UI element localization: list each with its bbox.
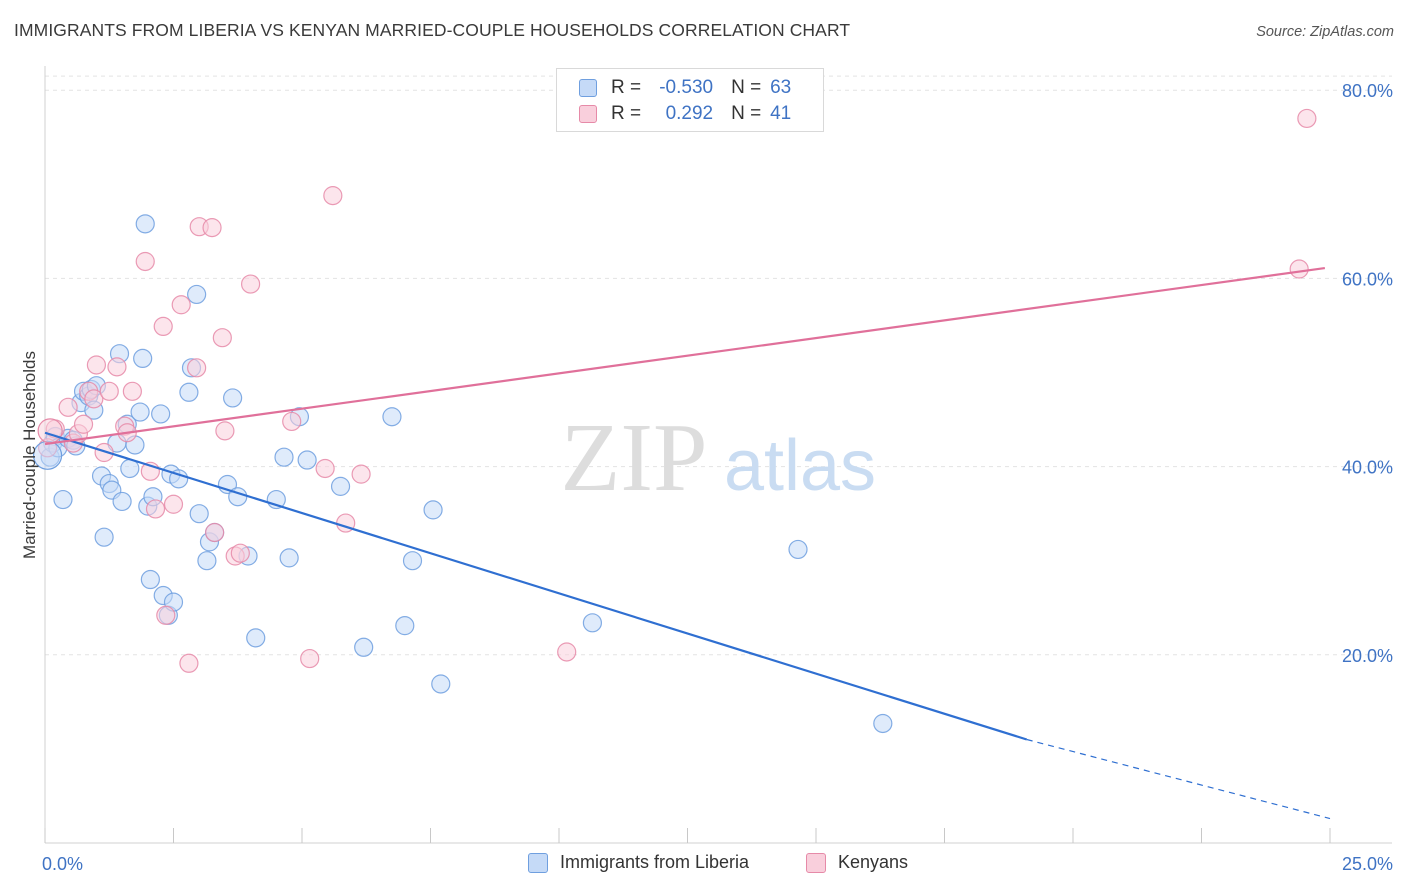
point-kenyans xyxy=(1297,108,1317,129)
point-liberia xyxy=(354,637,374,657)
y-tick-label: 40.0% xyxy=(1342,458,1393,478)
y-tick-label: 60.0% xyxy=(1342,269,1393,289)
point-liberia xyxy=(788,539,808,560)
point-liberia xyxy=(130,402,150,422)
point-liberia xyxy=(151,404,171,424)
point-kenyans xyxy=(58,397,78,417)
chart-title: IMMIGRANTS FROM LIBERIA VS KENYAN MARRIE… xyxy=(14,20,851,40)
point-kenyans xyxy=(351,464,371,484)
series-legend: Immigrants from Liberia Kenyans xyxy=(0,852,1406,876)
point-liberia xyxy=(279,548,299,568)
point-kenyans xyxy=(187,358,207,378)
point-liberia xyxy=(423,500,443,520)
grid-layer xyxy=(45,75,1392,656)
point-kenyans xyxy=(153,316,173,337)
trend-layer xyxy=(44,266,1331,820)
legend-r-value: -0.530 xyxy=(659,77,714,98)
legend-r-label: R = xyxy=(611,77,642,98)
point-liberia xyxy=(297,450,317,470)
legend-row-kenyans: R = 0.292 N = 41 xyxy=(579,102,791,126)
x-tick-label: 25.0% xyxy=(1342,854,1393,874)
point-kenyans xyxy=(212,328,232,348)
point-liberia xyxy=(169,469,189,489)
source-label: Source: ZipAtlas.com xyxy=(1256,24,1394,40)
label-layer: 20.0% 40.0% 60.0% 80.0% 0.0% 25.0% xyxy=(42,81,1393,874)
correlation-legend: R = -0.530 N = 63 R = 0.292 N = 41 xyxy=(556,68,824,132)
point-liberia xyxy=(246,628,266,648)
trendline-liberia-extension xyxy=(1026,738,1331,820)
y-tick-label: 20.0% xyxy=(1342,646,1393,666)
legend-n-label: N = xyxy=(731,77,762,98)
point-kenyans xyxy=(557,642,577,662)
point-kenyans xyxy=(241,274,261,294)
series-swatch-liberia xyxy=(528,852,548,873)
point-kenyans xyxy=(94,442,114,463)
point-liberia xyxy=(402,551,423,571)
series-label-liberia: Immigrants from Liberia xyxy=(560,852,750,872)
legend-r-value: 0.292 xyxy=(665,103,714,124)
point-kenyans xyxy=(202,218,222,238)
point-liberia xyxy=(179,382,199,402)
point-liberia xyxy=(330,476,351,496)
point-liberia xyxy=(274,447,294,467)
point-liberia xyxy=(223,388,243,408)
point-liberia xyxy=(112,491,132,512)
point-kenyans xyxy=(205,522,225,543)
series-swatch-kenyans xyxy=(806,852,826,873)
point-kenyans xyxy=(1289,259,1309,279)
y-axis-title: Married-couple Households xyxy=(20,351,39,559)
point-liberia xyxy=(187,284,207,305)
legend-n-label: N = xyxy=(731,103,762,124)
series-label-kenyans: Kenyans xyxy=(838,852,909,872)
point-liberia xyxy=(133,348,153,369)
point-liberia xyxy=(582,613,603,633)
point-kenyans xyxy=(323,186,343,206)
point-kenyans-cluster xyxy=(37,418,63,444)
point-kenyans xyxy=(315,458,335,479)
point-kenyans xyxy=(84,389,104,409)
point-kenyans xyxy=(122,381,142,401)
legend-swatch-liberia xyxy=(579,79,597,97)
point-kenyans xyxy=(156,605,176,625)
x-tick-label: 0.0% xyxy=(42,854,83,874)
point-kenyans xyxy=(73,414,94,434)
point-kenyans xyxy=(86,355,107,375)
point-liberia xyxy=(431,674,451,694)
point-kenyans xyxy=(282,411,302,432)
point-kenyans xyxy=(171,295,191,315)
series-legend-liberia: Immigrants from Liberia xyxy=(528,852,749,873)
points-layer xyxy=(32,108,1317,734)
point-liberia xyxy=(395,616,415,636)
point-kenyans xyxy=(163,494,184,514)
point-liberia xyxy=(189,504,209,524)
point-liberia xyxy=(94,527,114,547)
series-legend-kenyans: Kenyans xyxy=(806,852,908,873)
point-kenyans xyxy=(99,381,119,401)
point-kenyans xyxy=(145,499,166,519)
legend-r-label: R = xyxy=(611,103,642,124)
point-kenyans xyxy=(179,653,199,673)
trendline-kenyans xyxy=(44,266,1326,446)
y-tick-label: 80.0% xyxy=(1342,81,1393,101)
point-kenyans xyxy=(215,421,235,441)
point-liberia xyxy=(197,551,217,571)
point-liberia xyxy=(873,713,893,734)
axis-layer xyxy=(44,66,1392,844)
point-kenyans xyxy=(230,543,250,563)
point-kenyans xyxy=(300,648,320,669)
legend-n-value: 41 xyxy=(770,103,792,124)
watermark-zip: ZIP xyxy=(561,404,708,512)
legend-swatch-kenyans xyxy=(579,105,597,123)
point-liberia xyxy=(382,407,402,427)
point-kenyans xyxy=(107,357,127,377)
trendline-liberia xyxy=(44,431,1028,741)
point-liberia xyxy=(53,489,73,510)
point-liberia xyxy=(135,214,155,234)
legend-row-liberia: R = -0.530 N = 63 xyxy=(579,76,791,100)
point-kenyans xyxy=(135,251,155,272)
watermark-atlas: atlas xyxy=(724,426,876,506)
legend-n-value: 63 xyxy=(770,77,792,98)
point-liberia xyxy=(140,569,160,590)
